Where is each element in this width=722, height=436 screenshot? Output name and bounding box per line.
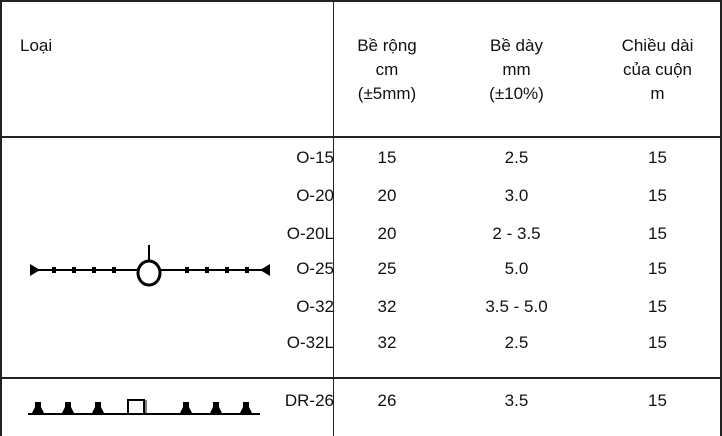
- dr-type-waterstop-profile-icon: [28, 399, 260, 415]
- table-right-border: [720, 0, 722, 436]
- row-thickness: 3.0: [504, 186, 529, 205]
- row-code: O-32L: [286, 333, 334, 352]
- row-width: 25: [377, 259, 397, 278]
- header-length-line-1: Chiều dài: [621, 36, 694, 55]
- header-thickness-line-3: (±10%): [489, 84, 544, 103]
- row-code: O-32: [296, 297, 334, 316]
- row-length: 15: [648, 259, 667, 278]
- row-width: 20: [377, 224, 397, 243]
- row-length: 15: [648, 186, 667, 205]
- header-thickness-line-1: Bề dày: [490, 36, 543, 55]
- header-width-line-3: (±5mm): [357, 84, 417, 103]
- header-width-line-1: Bề rộng: [357, 36, 417, 55]
- row-length: 15: [648, 333, 667, 352]
- o-type-waterstop-profile-icon: [30, 245, 270, 287]
- header-length-line-3: m: [650, 84, 665, 103]
- row-thickness: 2 - 3.5: [492, 224, 541, 243]
- header-divider: [0, 136, 722, 138]
- table-left-border: [0, 0, 2, 436]
- row-code: O-15: [296, 148, 334, 167]
- row-width: 32: [377, 333, 397, 352]
- header-length-line-2: của cuộn: [623, 60, 692, 79]
- row-length: 15: [648, 297, 667, 316]
- row-thickness: 3.5 - 5.0: [485, 297, 548, 316]
- row-thickness: 2.5: [504, 333, 529, 352]
- dr-row-thickness: 3.5: [504, 391, 529, 410]
- dr-row-code: DR-26: [284, 391, 334, 410]
- row-thickness: 5.0: [504, 259, 529, 278]
- dr-row-width: 26: [377, 391, 397, 410]
- row-length: 15: [648, 148, 667, 167]
- row-length: 15: [648, 224, 667, 243]
- row-width: 20: [377, 186, 397, 205]
- row-width: 15: [377, 148, 397, 167]
- group-divider: [0, 377, 722, 379]
- row-thickness: 2.5: [504, 148, 529, 167]
- header-thickness-line-2: mm: [502, 60, 531, 79]
- row-code: O-20: [296, 186, 334, 205]
- row-code: O-20L: [286, 224, 334, 243]
- header-width-line-2: cm: [375, 60, 399, 79]
- header-width: Bề rộng cm (±5mm): [334, 34, 440, 106]
- table-top-border: [0, 0, 722, 2]
- header-type-label: Loại: [20, 36, 53, 55]
- row-code: O-25: [296, 259, 334, 278]
- row-width: 32: [377, 297, 397, 316]
- header-length: Chiều dài của cuộn m: [593, 34, 722, 106]
- dr-row-length: 15: [648, 391, 667, 410]
- header-thickness: Bề dày mm (±10%): [440, 34, 593, 106]
- column-divider-1: [333, 0, 334, 436]
